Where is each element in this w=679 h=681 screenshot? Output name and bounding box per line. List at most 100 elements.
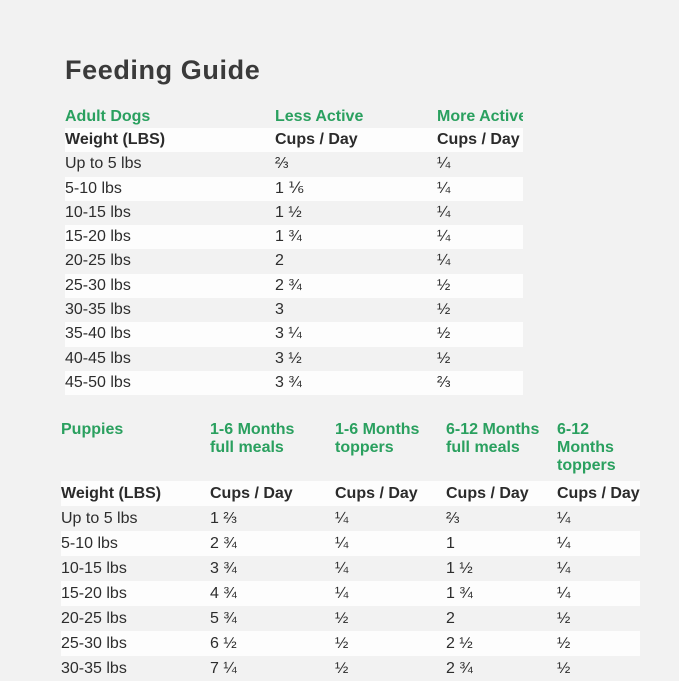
more-active-cell: ¼ bbox=[437, 179, 451, 197]
cups-day-header: Cups / Day bbox=[446, 485, 529, 503]
age-header-line2: full meals bbox=[446, 439, 520, 457]
table-row: 5-10 lbs 2 ¾ ¼ 1 ¼ bbox=[61, 531, 640, 557]
table-row: 30-35 lbs 7 ¼ ½ 2 ¾ ½ bbox=[61, 656, 640, 681]
table-row: Up to 5 lbs 1 ⅔ ¼ ⅔ ¼ bbox=[61, 506, 640, 531]
more-active-cell: ¼ bbox=[437, 228, 451, 246]
table-row: 15-20 lbs 4 ¾ ¼ 1 ¾ ¼ bbox=[61, 581, 640, 607]
more-active-cell: ⅔ bbox=[437, 373, 451, 391]
weight-cell: 35-40 lbs bbox=[65, 325, 131, 343]
puppies-section-label: Puppies bbox=[61, 421, 124, 439]
cups-day-header: Cups / Day bbox=[275, 131, 358, 148]
value-cell: ¼ bbox=[335, 510, 349, 528]
less-active-cell: 3 ¼ bbox=[275, 325, 302, 343]
value-cell: 6 ½ bbox=[210, 635, 237, 653]
cups-day-header: Cups / Day bbox=[210, 485, 293, 503]
table-row: 20-25 lbs 5 ¾ ½ 2 ½ bbox=[61, 606, 640, 631]
table-row: Up to 5 lbs ⅔ ¼ bbox=[65, 152, 523, 176]
more-active-header: More Active bbox=[437, 108, 523, 125]
weight-cell: Up to 5 lbs bbox=[65, 155, 142, 173]
age-header-line2: toppers bbox=[557, 457, 616, 475]
value-cell: ¼ bbox=[557, 510, 571, 528]
less-active-cell: 1 ¾ bbox=[275, 228, 302, 246]
less-active-cell: 3 ¾ bbox=[275, 373, 302, 391]
table-row: 10-15 lbs 1 ½ ¼ bbox=[65, 201, 523, 225]
weight-cell: 25-30 lbs bbox=[65, 276, 131, 294]
value-cell: 7 ¼ bbox=[210, 660, 237, 678]
less-active-header: Less Active bbox=[275, 108, 364, 125]
age-header-line1: 6-12 Months bbox=[446, 421, 540, 439]
value-cell: 2 ½ bbox=[446, 635, 473, 653]
adult-dogs-section-label: Adult Dogs bbox=[65, 108, 151, 125]
table-row: 40-45 lbs 3 ½ ½ bbox=[65, 347, 523, 371]
less-active-cell: 2 ¾ bbox=[275, 276, 302, 294]
weight-cell: Up to 5 lbs bbox=[61, 510, 138, 528]
value-cell: ¼ bbox=[557, 535, 571, 553]
more-active-cell: ¼ bbox=[437, 203, 451, 221]
value-cell: 1 ⅔ bbox=[210, 510, 237, 528]
table-row: 10-15 lbs 3 ¾ ¼ 1 ½ ¼ bbox=[61, 556, 640, 581]
cups-day-header: Cups / Day bbox=[335, 485, 418, 503]
weight-cell: 15-20 lbs bbox=[61, 585, 127, 603]
age-header-6-12-toppers: 6-12 Months toppers bbox=[557, 421, 640, 475]
cups-day-header: Cups / Day bbox=[557, 485, 640, 503]
value-cell: 2 ¾ bbox=[446, 660, 473, 678]
page-title: Feeding Guide bbox=[65, 55, 261, 85]
cups-day-header: Cups / Day bbox=[437, 131, 520, 148]
value-cell: 4 ¾ bbox=[210, 585, 237, 603]
weight-lbs-header: Weight (LBS) bbox=[61, 485, 162, 503]
value-cell: ¼ bbox=[335, 585, 349, 603]
table-row: 25-30 lbs 2 ¾ ½ bbox=[65, 273, 523, 299]
content-area: Feeding Guide Adult Dogs Less Active Mor… bbox=[61, 55, 640, 681]
value-cell: ½ bbox=[335, 660, 349, 678]
weight-cell: 20-25 lbs bbox=[65, 252, 131, 270]
less-active-cell: 3 ½ bbox=[275, 349, 302, 367]
less-active-cell: ⅔ bbox=[275, 155, 289, 173]
table-row: 30-35 lbs 3 ½ bbox=[65, 298, 523, 322]
value-cell: ¼ bbox=[557, 560, 571, 578]
age-header-line2: full meals bbox=[210, 439, 284, 457]
value-cell: ½ bbox=[557, 635, 571, 653]
more-active-cell: ½ bbox=[437, 276, 451, 294]
more-active-cell: ¼ bbox=[437, 252, 451, 270]
weight-cell: 10-15 lbs bbox=[65, 203, 131, 221]
adult-dogs-header-row: Adult Dogs Less Active More Active bbox=[65, 105, 523, 128]
value-cell: ½ bbox=[335, 635, 349, 653]
value-cell: ¼ bbox=[335, 535, 349, 553]
weight-cell: 20-25 lbs bbox=[61, 610, 127, 628]
adult-dogs-table: Adult Dogs Less Active More Active Weigh… bbox=[65, 105, 523, 396]
table-row: 25-30 lbs 6 ½ ½ 2 ½ ½ bbox=[61, 631, 640, 657]
table-row: 15-20 lbs 1 ¾ ¼ bbox=[65, 225, 523, 250]
age-header-line1: 6-12 Months bbox=[557, 421, 614, 457]
value-cell: ½ bbox=[557, 660, 571, 678]
value-cell: 2 bbox=[446, 610, 455, 628]
less-active-cell: 1 ⅙ bbox=[275, 179, 304, 197]
table-row: 5-10 lbs 1 ⅙ ¼ bbox=[65, 176, 523, 201]
weight-cell: 10-15 lbs bbox=[61, 560, 127, 578]
more-active-cell: ½ bbox=[437, 301, 451, 319]
value-cell: 1 ¾ bbox=[446, 585, 473, 603]
age-header-line2: toppers bbox=[335, 439, 394, 457]
puppies-header-row: Puppies 1-6 Months full meals 1-6 Months… bbox=[61, 421, 640, 481]
weight-cell: 5-10 lbs bbox=[61, 535, 118, 553]
less-active-cell: 1 ½ bbox=[275, 203, 302, 221]
more-active-cell: ¼ bbox=[437, 155, 451, 173]
age-header-6-12-full-meals: 6-12 Months full meals bbox=[446, 421, 557, 457]
more-active-cell: ½ bbox=[437, 349, 451, 367]
more-active-cell: ½ bbox=[437, 325, 451, 343]
value-cell: ⅔ bbox=[446, 510, 460, 528]
value-cell: 5 ¾ bbox=[210, 610, 237, 628]
age-header-1-6-toppers: 1-6 Months toppers bbox=[335, 421, 446, 457]
weight-cell: 30-35 lbs bbox=[61, 660, 127, 678]
puppies-column-header-row: Weight (LBS) Cups / Day Cups / Day Cups … bbox=[61, 481, 640, 507]
weight-cell: 30-35 lbs bbox=[65, 301, 131, 319]
weight-lbs-header: Weight (LBS) bbox=[65, 131, 166, 148]
age-header-line1: 1-6 Months bbox=[210, 421, 295, 439]
weight-cell: 45-50 lbs bbox=[65, 373, 131, 391]
age-header-1-6-full-meals: 1-6 Months full meals bbox=[210, 421, 335, 457]
adult-column-header-row: Weight (LBS) Cups / Day Cups / Day bbox=[65, 128, 523, 153]
weight-cell: 25-30 lbs bbox=[61, 635, 127, 653]
value-cell: 2 ¾ bbox=[210, 535, 237, 553]
table-row: 20-25 lbs 2 ¼ bbox=[65, 249, 523, 273]
less-active-cell: 2 bbox=[275, 252, 284, 270]
